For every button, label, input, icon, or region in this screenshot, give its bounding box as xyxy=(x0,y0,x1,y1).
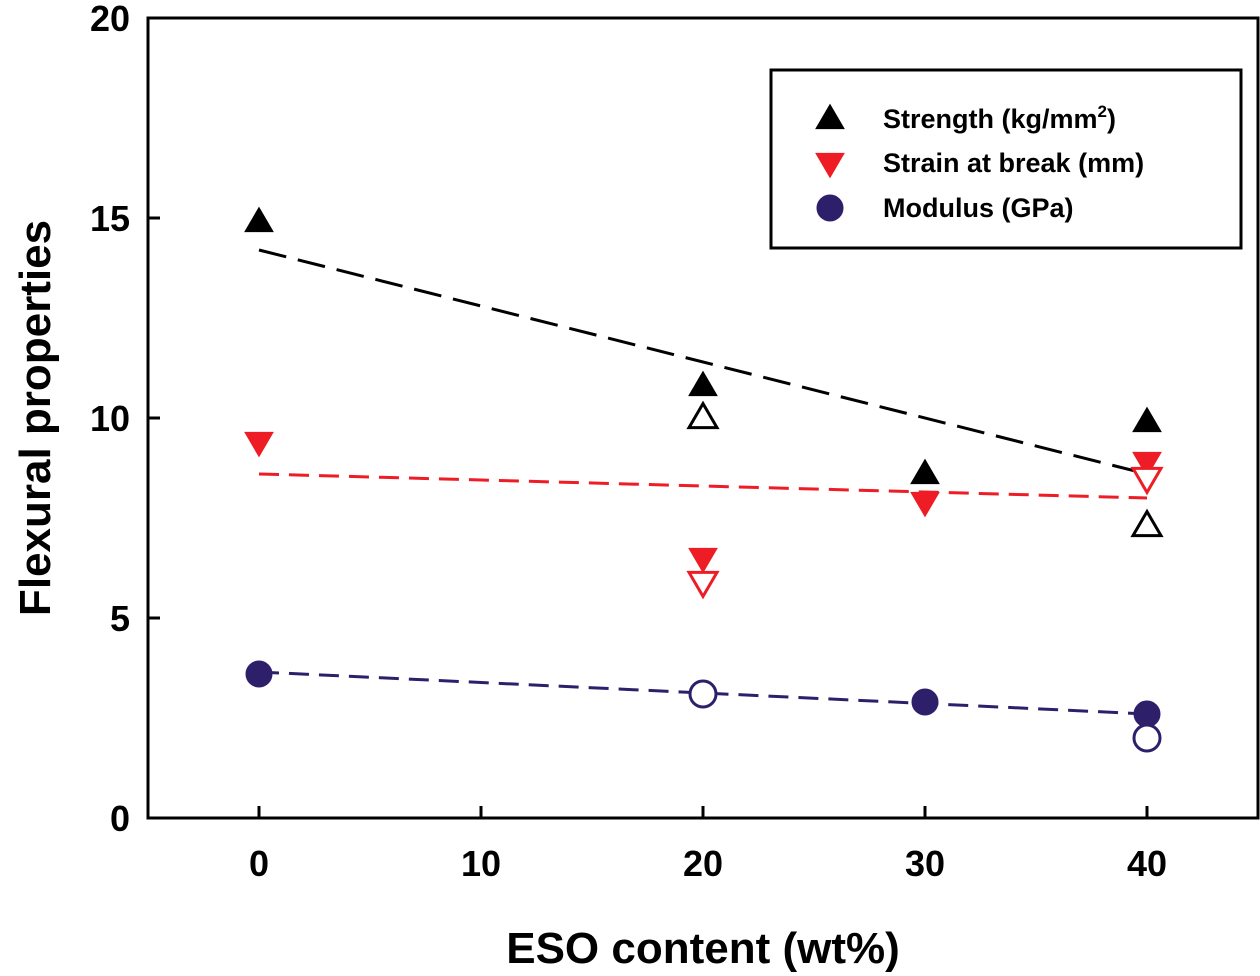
y-tick-label: 0 xyxy=(110,798,130,839)
modulus-point xyxy=(911,688,939,716)
y-axis-title: Flexural properties xyxy=(11,220,60,616)
strength-open-point xyxy=(1130,508,1164,538)
strain-point xyxy=(244,431,274,458)
strength-point xyxy=(688,370,718,397)
strength-point xyxy=(910,458,940,485)
modulus-open-point xyxy=(688,679,718,709)
legend: Strength (kg/mm2) Strain at break (mm) M… xyxy=(769,68,1243,250)
trend-lines xyxy=(258,248,1148,716)
strain-open-point xyxy=(686,570,720,600)
x-tick-label: 40 xyxy=(1127,843,1167,884)
y-tick-label: 20 xyxy=(90,0,130,39)
strength-point xyxy=(1132,406,1162,433)
legend-label-strain: Strain at break (mm) xyxy=(883,148,1144,178)
x-axis-title: ESO content (wt%) xyxy=(506,924,900,973)
strain-open-point xyxy=(1130,466,1164,496)
x-tick-label: 10 xyxy=(461,843,501,884)
strength-open-point xyxy=(686,400,720,430)
modulus-point xyxy=(1133,700,1161,728)
legend-label-modulus: Modulus (GPa) xyxy=(883,193,1074,223)
legend-label-strength: Strength (kg/mm2) xyxy=(883,102,1116,134)
strain-trend-line xyxy=(258,472,1148,500)
modulus-point xyxy=(245,660,273,688)
modulus-open-point xyxy=(1132,723,1162,753)
legend-marker-strength xyxy=(815,103,845,130)
legend-marker-modulus xyxy=(816,194,844,222)
legend-marker-strain xyxy=(815,152,845,179)
y-tick-label: 5 xyxy=(110,598,130,639)
legend-box xyxy=(769,68,1243,250)
strain-point xyxy=(1132,451,1162,478)
axes: 0 10 20 30 40 0 5 10 15 20 xyxy=(90,0,1167,884)
x-tick-label: 20 xyxy=(683,843,723,884)
strain-point xyxy=(910,491,940,518)
legend-markers xyxy=(815,103,845,222)
x-tick-label: 0 xyxy=(249,843,269,884)
y-tick-label: 15 xyxy=(90,198,130,239)
y-tick-label: 10 xyxy=(90,398,130,439)
strength-point xyxy=(244,206,274,233)
strain-point xyxy=(688,547,718,574)
strength-trend-line xyxy=(258,248,1148,476)
data-markers xyxy=(244,206,1164,753)
x-tick-label: 30 xyxy=(905,843,945,884)
